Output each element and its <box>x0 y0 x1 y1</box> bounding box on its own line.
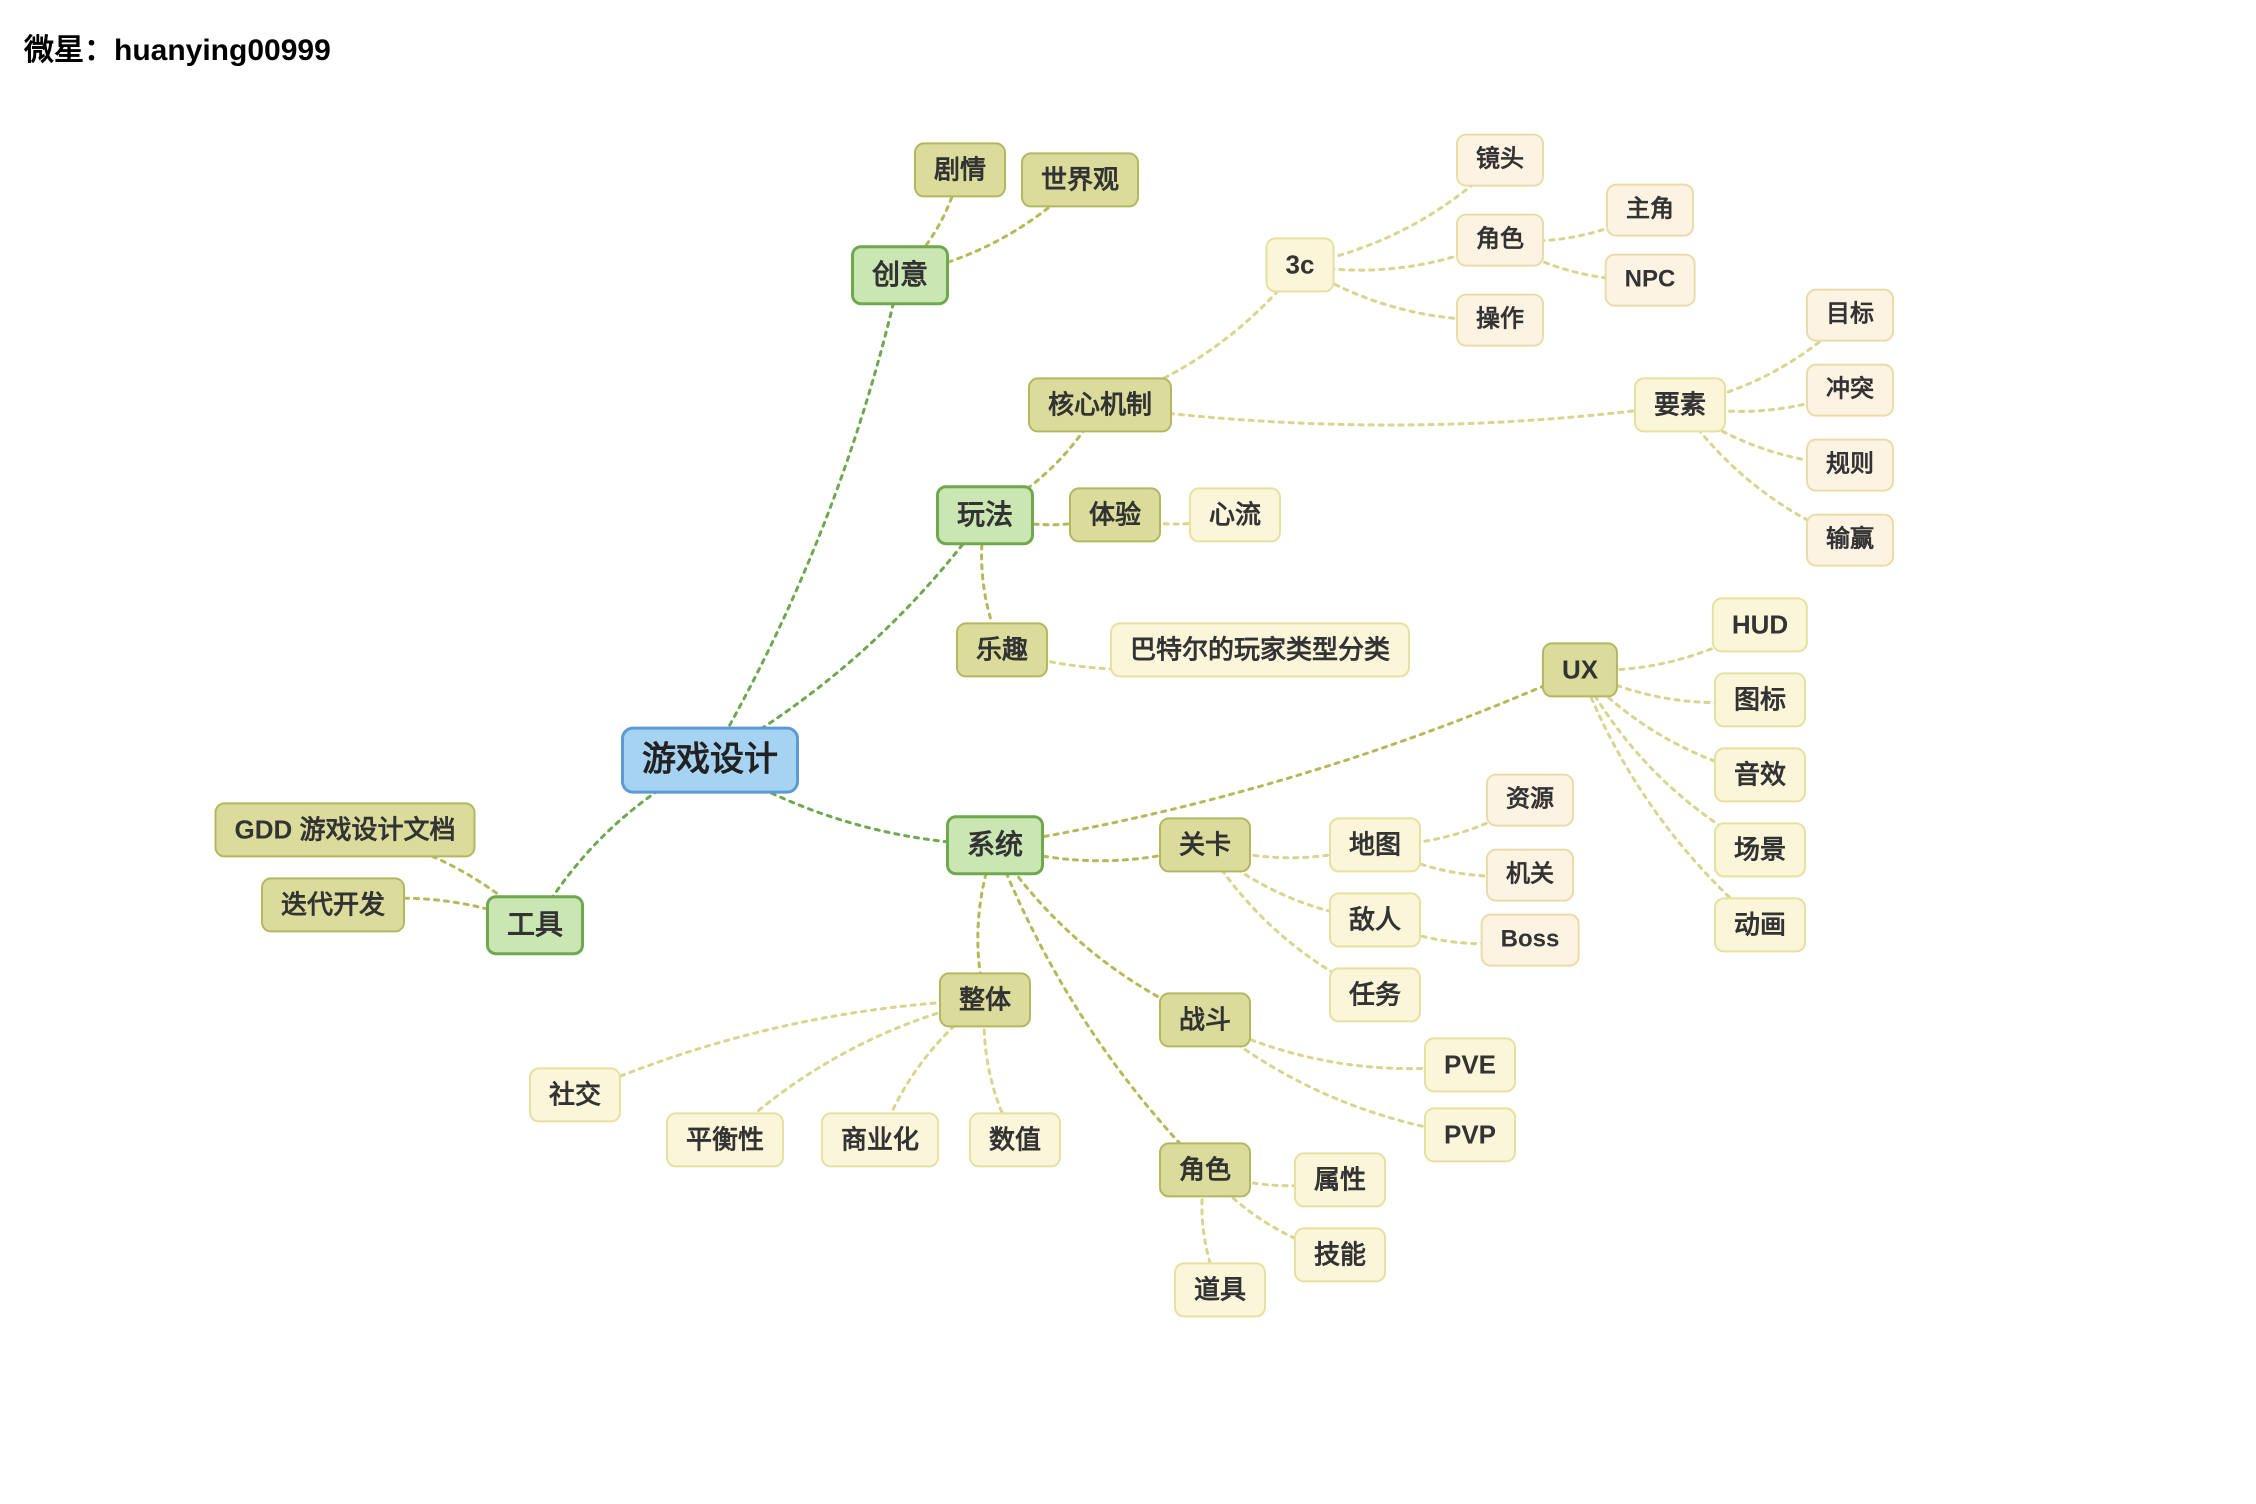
node-guize[interactable]: 规则 <box>1806 439 1894 492</box>
node-npc[interactable]: NPC <box>1605 254 1696 307</box>
node-zhandou[interactable]: 战斗 <box>1159 992 1251 1047</box>
node-pve[interactable]: PVE <box>1424 1037 1516 1092</box>
node-mubiao[interactable]: 目标 <box>1806 289 1894 342</box>
node-renwu[interactable]: 任务 <box>1329 967 1421 1022</box>
node-bate[interactable]: 巴特尔的玩家类型分类 <box>1110 622 1410 677</box>
node-gdd[interactable]: GDD 游戏设计文档 <box>214 802 475 857</box>
node-juese3c[interactable]: 角色 <box>1456 214 1544 267</box>
node-ux[interactable]: UX <box>1542 642 1618 697</box>
edge-zhengti-shejiao <box>575 1000 985 1095</box>
node-tiyan[interactable]: 体验 <box>1069 487 1161 542</box>
node-yinxiao[interactable]: 音效 <box>1714 747 1806 802</box>
node-tubiao[interactable]: 图标 <box>1714 672 1806 727</box>
mindmap-canvas: 游戏设计 创意 剧情世界观玩法 核心机制 3c 镜头角色 主角 NPC 操作要素 目标冲突规则输赢… <box>0 0 2256 1504</box>
node-c3[interactable]: 3c <box>1266 237 1335 292</box>
node-juese[interactable]: 角色 <box>1159 1142 1251 1197</box>
node-shuxing[interactable]: 属性 <box>1294 1152 1386 1207</box>
node-shangye[interactable]: 商业化 <box>821 1112 939 1167</box>
node-zhujue[interactable]: 主角 <box>1606 184 1694 237</box>
node-xinliu[interactable]: 心流 <box>1189 487 1281 542</box>
node-xitong[interactable]: 系统 <box>946 815 1044 875</box>
node-pingheng[interactable]: 平衡性 <box>666 1112 784 1167</box>
node-diedai[interactable]: 迭代开发 <box>261 877 405 932</box>
node-chongtu[interactable]: 冲突 <box>1806 364 1894 417</box>
node-shijie[interactable]: 世界观 <box>1021 152 1139 207</box>
node-zhengti[interactable]: 整体 <box>939 972 1031 1027</box>
node-chuangyi[interactable]: 创意 <box>851 245 949 305</box>
node-ziyuan[interactable]: 资源 <box>1486 774 1574 827</box>
node-shuzhi[interactable]: 数值 <box>969 1112 1061 1167</box>
node-guanka[interactable]: 关卡 <box>1159 817 1251 872</box>
edge-hexin-yaosu <box>1100 405 1680 425</box>
node-changjing[interactable]: 场景 <box>1714 822 1806 877</box>
node-gongju[interactable]: 工具 <box>486 895 584 955</box>
edge-root-wanfa <box>710 515 985 760</box>
node-daoju[interactable]: 道具 <box>1174 1262 1266 1317</box>
node-wanfa[interactable]: 玩法 <box>936 485 1034 545</box>
node-pvp[interactable]: PVP <box>1424 1107 1516 1162</box>
edge-root-chuangyi <box>710 275 900 760</box>
node-donghua[interactable]: 动画 <box>1714 897 1806 952</box>
node-boss[interactable]: Boss <box>1481 914 1580 967</box>
node-hexin[interactable]: 核心机制 <box>1028 377 1172 432</box>
node-root[interactable]: 游戏设计 <box>621 727 799 794</box>
node-juqing[interactable]: 剧情 <box>914 142 1006 197</box>
node-caozuo[interactable]: 操作 <box>1456 294 1544 347</box>
node-ditu[interactable]: 地图 <box>1329 817 1421 872</box>
node-diren[interactable]: 敌人 <box>1329 892 1421 947</box>
node-lequ[interactable]: 乐趣 <box>956 622 1048 677</box>
node-hud[interactable]: HUD <box>1712 597 1808 652</box>
node-shuying[interactable]: 输赢 <box>1806 514 1894 567</box>
node-shejiao[interactable]: 社交 <box>529 1067 621 1122</box>
edge-layer <box>0 0 2256 1504</box>
node-jingtou[interactable]: 镜头 <box>1456 134 1544 187</box>
node-jiguan[interactable]: 机关 <box>1486 849 1574 902</box>
node-yaosu[interactable]: 要素 <box>1634 377 1726 432</box>
node-jineng[interactable]: 技能 <box>1294 1227 1386 1282</box>
